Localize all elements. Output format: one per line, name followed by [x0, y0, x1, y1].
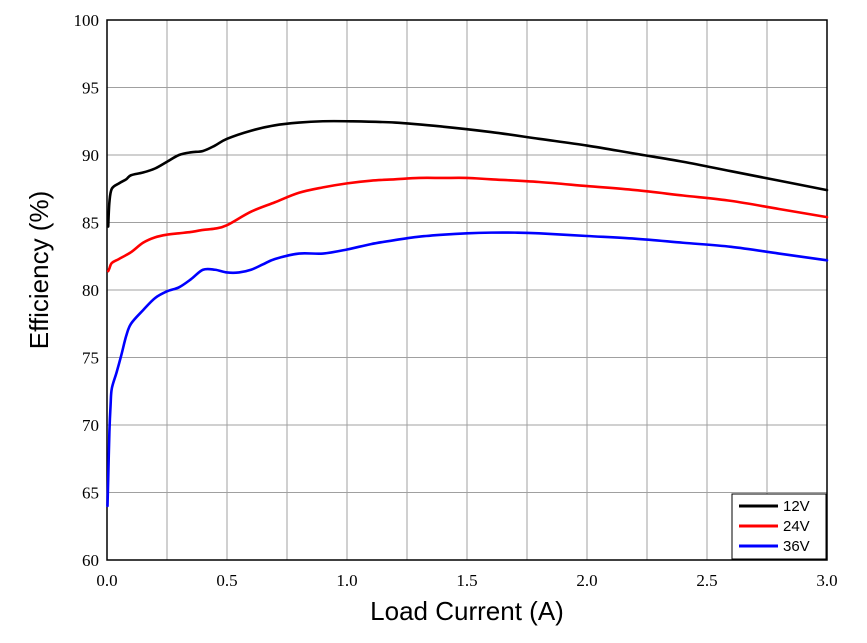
y-tick-label: 80: [82, 281, 99, 300]
plot-frame: [106, 19, 828, 561]
x-tick-label: 2.0: [576, 571, 597, 590]
legend-label-12v: 12V: [783, 498, 810, 515]
x-axis-title: Load Current (A): [370, 596, 564, 626]
x-tick-label: 0.0: [96, 571, 117, 590]
legend-label-24v: 24V: [783, 518, 810, 535]
series-line-36v: [106, 231, 829, 508]
y-tick-label: 65: [82, 484, 99, 503]
y-axis-title: Efficiency (%): [24, 191, 54, 349]
y-tick-label: 75: [82, 349, 99, 368]
y-tick-label: 85: [82, 214, 99, 233]
y-tick-label: 100: [74, 11, 100, 30]
x-tick-label: 1.0: [336, 571, 357, 590]
x-tick-label: 2.5: [696, 571, 717, 590]
y-tick-label: 95: [82, 79, 99, 98]
x-tick-label: 3.0: [816, 571, 837, 590]
series-line-12v: [106, 119, 829, 228]
y-tick-label: 60: [82, 551, 99, 570]
y-tick-label: 90: [82, 146, 99, 165]
series-line-24v: [106, 176, 829, 273]
tick-labels: 0.0 0.5 1.0 1.5 2.0 2.5 3.0 60 65 70 75 80 85 90 95 100: [74, 11, 838, 590]
grid: [107, 20, 827, 560]
x-tick-label: 0.5: [216, 571, 237, 590]
legend-label-36v: 36V: [783, 538, 810, 555]
x-tick-label: 1.5: [456, 571, 477, 590]
series-lines: [106, 119, 829, 508]
legend: 12V 24V 36V: [731, 493, 827, 560]
y-tick-label: 70: [82, 416, 99, 435]
